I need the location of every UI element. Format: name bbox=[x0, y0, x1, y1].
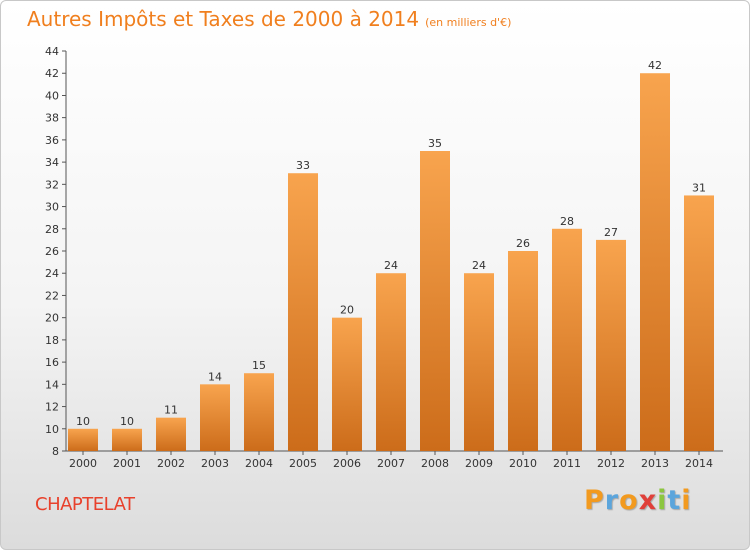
x-tick-label: 2009 bbox=[465, 457, 493, 470]
bar-value-label: 31 bbox=[692, 181, 706, 194]
x-tick-label: 2007 bbox=[377, 457, 405, 470]
x-tick-label: 2004 bbox=[245, 457, 273, 470]
x-tick-label: 2014 bbox=[685, 457, 713, 470]
y-tick-label: 38 bbox=[45, 112, 59, 125]
bar bbox=[156, 417, 186, 451]
axis-layer: 8 10 12 14 16 18 20 22 24 26 28 30 32 34 36 38 40 42 44 bbox=[45, 45, 723, 458]
y-tick-label: 18 bbox=[45, 334, 59, 347]
brand-logo-letter: x bbox=[638, 485, 658, 516]
bar-value-label: 33 bbox=[296, 159, 310, 172]
x-tick-label: 2013 bbox=[641, 457, 669, 470]
bar-value-label: 14 bbox=[208, 370, 222, 383]
brand-logo-letter: t bbox=[667, 485, 682, 516]
brand-logo-letter: o bbox=[619, 485, 639, 516]
bar bbox=[552, 228, 582, 451]
y-tick-label: 42 bbox=[45, 67, 59, 80]
bar-layer bbox=[68, 73, 714, 451]
brand-logo-letter: i bbox=[657, 485, 668, 516]
y-tick-label: 12 bbox=[45, 401, 59, 414]
bar bbox=[420, 151, 450, 451]
bar bbox=[200, 384, 230, 451]
label-layer: 10 2000 10 2001 11 2002 14 2003 15 2004 33 2005 20 20… bbox=[69, 59, 713, 470]
y-tick-label: 36 bbox=[45, 134, 59, 147]
y-tick-label: 16 bbox=[45, 356, 59, 369]
y-tick-label: 40 bbox=[45, 89, 59, 102]
x-tick-label: 2001 bbox=[113, 457, 141, 470]
bar-value-label: 27 bbox=[604, 226, 618, 239]
y-tick-label: 14 bbox=[45, 378, 59, 391]
y-tick-label: 30 bbox=[45, 201, 59, 214]
chart-title-text: Autres Impôts et Taxes de 2000 à 2014 bbox=[27, 7, 420, 31]
bar bbox=[244, 373, 274, 451]
place-name: CHAPTELAT bbox=[35, 494, 135, 515]
bar bbox=[112, 428, 142, 451]
bar-value-label: 10 bbox=[76, 415, 90, 428]
x-tick-label: 2005 bbox=[289, 457, 317, 470]
bar bbox=[332, 317, 362, 451]
x-tick-label: 2000 bbox=[69, 457, 97, 470]
brand-logo-letter: i bbox=[681, 485, 692, 516]
bar bbox=[596, 239, 626, 451]
bar-value-label: 42 bbox=[648, 59, 662, 72]
bar bbox=[288, 173, 318, 451]
bar bbox=[684, 195, 714, 451]
brand-logo[interactable]: Proxiti bbox=[584, 485, 692, 516]
y-tick-label: 24 bbox=[45, 267, 59, 280]
bar-value-label: 15 bbox=[252, 359, 266, 372]
bar-value-label: 24 bbox=[384, 259, 398, 272]
bar-value-label: 20 bbox=[340, 304, 354, 317]
x-tick-label: 2008 bbox=[421, 457, 449, 470]
y-tick-label: 32 bbox=[45, 178, 59, 191]
bar bbox=[464, 273, 494, 451]
bar bbox=[68, 428, 98, 451]
bar bbox=[640, 73, 670, 451]
x-tick-label: 2012 bbox=[597, 457, 625, 470]
bar-value-label: 11 bbox=[164, 404, 178, 417]
bar-value-label: 35 bbox=[428, 137, 442, 150]
y-tick-label: 34 bbox=[45, 156, 59, 169]
y-tick-label: 10 bbox=[45, 423, 59, 436]
bar-value-label: 24 bbox=[472, 259, 486, 272]
x-tick-label: 2002 bbox=[157, 457, 185, 470]
bar bbox=[376, 273, 406, 451]
x-tick-label: 2006 bbox=[333, 457, 361, 470]
x-tick-label: 2003 bbox=[201, 457, 229, 470]
chart-subtitle: (en milliers d'€) bbox=[425, 16, 512, 29]
bar bbox=[508, 251, 538, 451]
y-tick-label: 8 bbox=[52, 445, 59, 458]
x-tick-label: 2010 bbox=[509, 457, 537, 470]
brand-logo-letter: r bbox=[604, 485, 620, 516]
chart-title: Autres Impôts et Taxes de 2000 à 2014 (en… bbox=[27, 7, 511, 31]
y-tick-label: 28 bbox=[45, 223, 59, 236]
y-tick-label: 22 bbox=[45, 289, 59, 302]
y-tick-label: 44 bbox=[45, 45, 59, 58]
bar-value-label: 10 bbox=[120, 415, 134, 428]
y-tick-label: 26 bbox=[45, 245, 59, 258]
bar-value-label: 26 bbox=[516, 237, 530, 250]
bar-value-label: 28 bbox=[560, 215, 574, 228]
brand-logo-letter: P bbox=[584, 485, 605, 516]
y-tick-label: 20 bbox=[45, 312, 59, 325]
x-tick-label: 2011 bbox=[553, 457, 581, 470]
